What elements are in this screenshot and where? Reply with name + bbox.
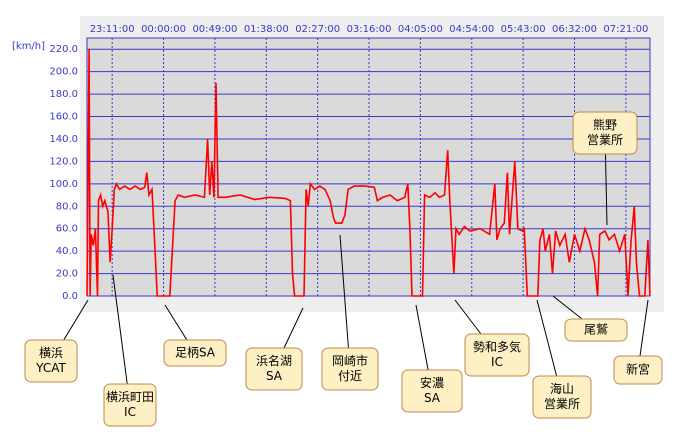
x-tick-label: 07:21:00	[603, 24, 648, 35]
callout-box	[163, 339, 227, 367]
callout-box	[401, 369, 463, 413]
callout-text: 営業所	[587, 133, 623, 147]
callout-text: IC	[491, 355, 503, 369]
callout-text: 横浜町田	[106, 390, 154, 404]
callout-text: YCAT	[35, 361, 66, 375]
y-tick-label: 120.0	[49, 156, 78, 167]
callout-text: 熊野	[593, 117, 617, 132]
callout-box	[613, 355, 663, 385]
x-tick-label: 05:43:00	[501, 24, 546, 35]
callout-tail	[339, 234, 351, 370]
x-tick-label: 02:27:00	[295, 24, 340, 35]
x-tick-label: 23:11:00	[90, 24, 135, 35]
y-tick-label: 200.0	[49, 67, 78, 78]
y-tick-label: 60.0	[56, 224, 78, 235]
y-tick-label: 220.0	[49, 44, 78, 55]
y-tick-label: 180.0	[49, 89, 78, 100]
callout-box	[103, 383, 157, 427]
callout-box	[532, 375, 592, 419]
callout-text: 勢和多気	[473, 339, 521, 354]
callout-text: 足柄SA	[175, 346, 216, 360]
y-tick-label: 100.0	[49, 179, 78, 190]
callout-text: 新宮	[626, 362, 650, 377]
x-tick-label: 00:49:00	[192, 24, 237, 35]
callout-text: 海山	[550, 381, 574, 396]
callout-box	[572, 111, 638, 155]
callout-box	[24, 339, 78, 383]
y-tick-label: 80.0	[56, 201, 78, 212]
callout-box	[321, 347, 379, 391]
y-tick-label: 40.0	[56, 246, 78, 257]
callout-box	[245, 347, 303, 391]
callout-text: 安濃	[420, 375, 444, 390]
x-tick-label: 04:54:00	[449, 24, 494, 35]
callout-text: 尾鷲	[584, 323, 608, 337]
y-tick-label: 160.0	[49, 112, 78, 123]
x-tick-label: 00:00:00	[141, 24, 186, 35]
callout-tail	[112, 274, 131, 406]
callout-text: 横浜	[39, 346, 63, 360]
speed-line	[86, 49, 651, 297]
x-tick-label: 06:32:00	[552, 24, 597, 35]
callout-text: SA	[266, 369, 283, 383]
x-tick-label: 01:38:00	[244, 24, 289, 35]
callout-text: 岡崎市	[332, 353, 368, 368]
callout-box	[564, 318, 628, 342]
y-axis-label: [km/h]	[12, 41, 45, 52]
callout-box	[464, 333, 530, 377]
callout-text: 付近	[338, 369, 362, 383]
callout-text: IC	[124, 405, 136, 419]
callout-text: 営業所	[544, 397, 580, 411]
callout-text: 浜名湖	[256, 353, 292, 368]
y-tick-label: 20.0	[56, 269, 78, 280]
y-tick-label: 140.0	[49, 134, 78, 145]
x-tick-label: 04:05:00	[398, 24, 443, 35]
x-tick-label: 03:16:00	[347, 24, 392, 35]
y-tick-label: 0.0	[62, 291, 78, 302]
plot-area	[86, 37, 651, 297]
callout-text: SA	[424, 391, 441, 405]
